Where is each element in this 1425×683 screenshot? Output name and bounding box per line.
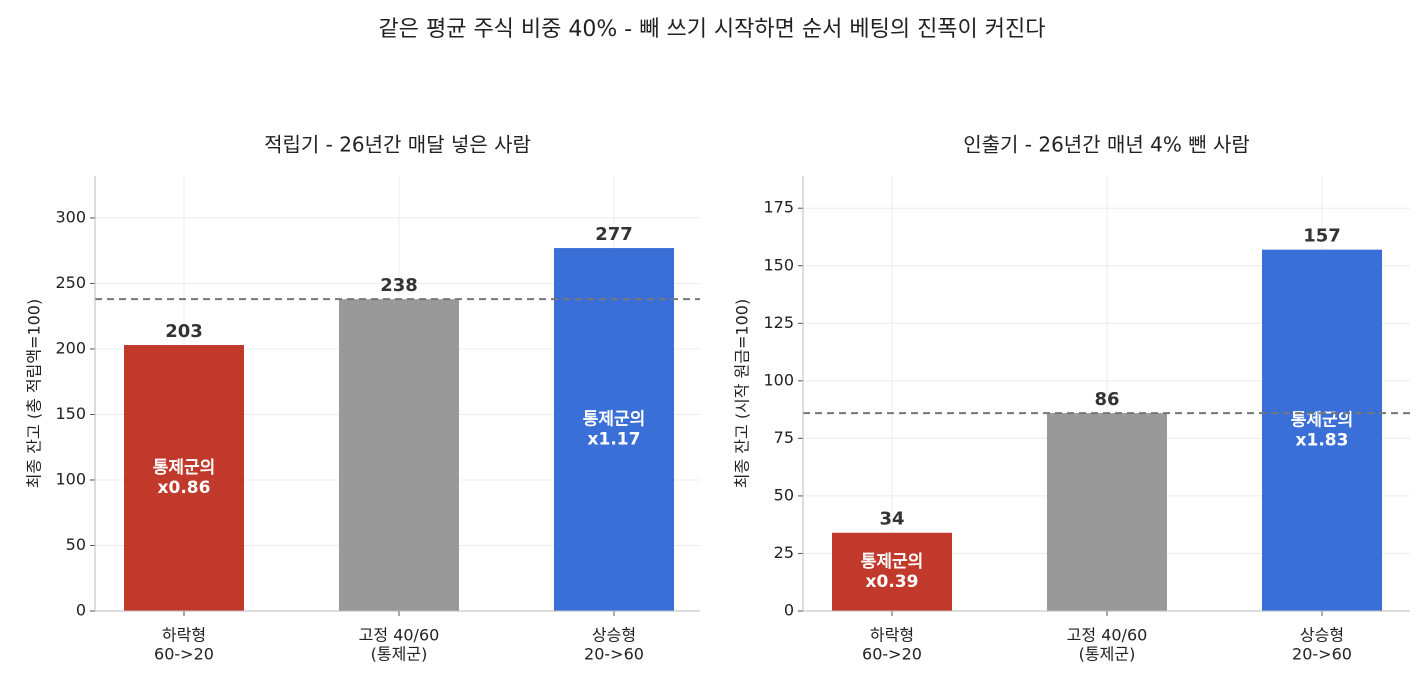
x-tick-label: 상승형 xyxy=(592,626,636,645)
x-tick-label: 고정 40/60 xyxy=(1067,626,1148,645)
bar xyxy=(832,532,952,611)
ratio-label: 통제군의 xyxy=(583,410,646,430)
bar xyxy=(339,299,459,611)
value-label: 157 xyxy=(1303,226,1341,247)
y-tick-label: 75 xyxy=(774,428,794,447)
value-label: 203 xyxy=(165,321,203,342)
x-tick-label: 고정 40/60 xyxy=(359,626,440,645)
y-tick-label: 200 xyxy=(55,338,86,357)
x-tick-label: (통제군) xyxy=(371,645,428,664)
y-tick-label: 50 xyxy=(774,485,794,504)
ratio-label: 통제군의 xyxy=(861,552,924,572)
y-tick-label: 175 xyxy=(763,198,794,217)
value-label: 277 xyxy=(595,224,633,245)
x-tick-label: 20->60 xyxy=(584,645,644,664)
x-tick-label: 60->20 xyxy=(154,645,214,664)
y-tick-label: 0 xyxy=(784,601,794,620)
ratio-label: 통제군의 xyxy=(153,458,216,478)
x-tick-label: (통제군) xyxy=(1079,645,1136,664)
y-tick-label: 150 xyxy=(763,255,794,274)
y-tick-label: 25 xyxy=(774,543,794,562)
ratio-label: x0.86 xyxy=(158,478,211,498)
y-tick-label: 0 xyxy=(76,601,86,620)
y-tick-label: 250 xyxy=(55,273,86,292)
y-tick-label: 50 xyxy=(66,535,86,554)
value-label: 34 xyxy=(879,509,904,530)
y-axis-label: 최종 잔고 (총 적립액=100) xyxy=(25,299,44,488)
y-tick-label: 150 xyxy=(55,404,86,423)
bar xyxy=(1047,413,1167,611)
y-axis-label: 최종 잔고 (시작 원금=100) xyxy=(733,299,752,488)
ratio-label: 통제군의 xyxy=(1291,410,1354,430)
bar xyxy=(554,248,674,612)
ratio-label: x0.39 xyxy=(866,572,919,592)
x-tick-label: 하락형 xyxy=(162,626,206,645)
ratio-label: x1.83 xyxy=(1296,430,1349,450)
chart-title: 인출기 - 26년간 매년 4% 뺀 사람 xyxy=(963,133,1250,157)
y-tick-label: 100 xyxy=(763,370,794,389)
bar xyxy=(1262,249,1382,611)
value-label: 86 xyxy=(1094,389,1119,410)
x-tick-label: 하락형 xyxy=(870,626,914,645)
bar xyxy=(124,345,244,611)
figure-title: 같은 평균 주식 비중 40% - 빼 쓰기 시작하면 순서 베팅의 진폭이 커… xyxy=(379,17,1046,42)
y-tick-label: 125 xyxy=(763,313,794,332)
ratio-label: x1.17 xyxy=(588,430,641,450)
x-tick-label: 60->20 xyxy=(862,645,922,664)
y-tick-label: 300 xyxy=(55,207,86,226)
chart-title: 적립기 - 26년간 매달 넣은 사람 xyxy=(264,133,531,157)
y-tick-label: 100 xyxy=(55,469,86,488)
x-tick-label: 상승형 xyxy=(1300,626,1344,645)
x-tick-label: 20->60 xyxy=(1292,645,1352,664)
value-label: 238 xyxy=(380,275,418,296)
